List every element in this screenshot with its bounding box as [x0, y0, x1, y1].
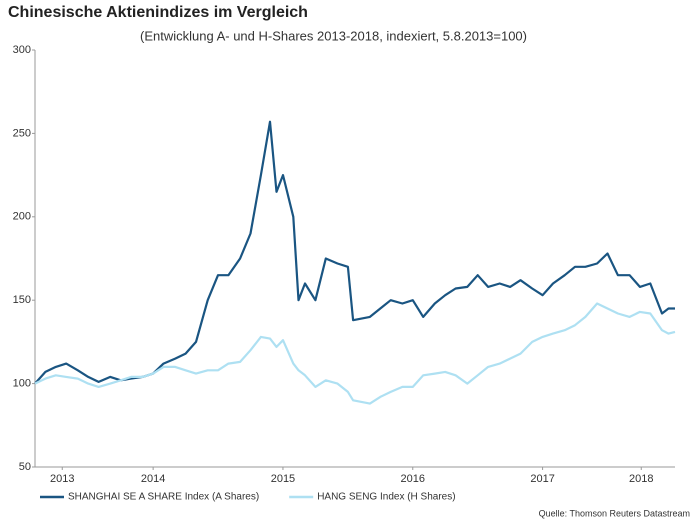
legend-label: HANG SENG Index (H Shares)	[317, 492, 455, 503]
y-tick-label: 100	[13, 378, 31, 390]
y-tick-label: 150	[13, 294, 31, 306]
x-tick-label: 2015	[271, 473, 295, 485]
y-tick-label: 200	[13, 211, 31, 223]
series-line	[34, 120, 675, 385]
y-tick-label: 300	[13, 44, 31, 56]
source: Quelle: Thomson Reuters Datastream	[539, 508, 690, 518]
x-tick-label: 2016	[401, 473, 425, 485]
y-tick-label: 50	[19, 461, 31, 473]
x-tick-label: 2013	[50, 473, 74, 485]
chart-subtitle: (Entwicklung A- und H-Shares 2013-2018, …	[140, 28, 527, 43]
x-tick-label: 2018	[629, 473, 653, 485]
series-line	[34, 302, 676, 405]
y-tick-label: 250	[13, 127, 31, 139]
x-tick-label: 2014	[141, 473, 165, 485]
x-tick-label: 2017	[530, 473, 554, 485]
legend-label: SHANGHAI SE A SHARE Index (A Shares)	[68, 492, 259, 503]
chart-title: Chinesische Aktienindizes im Vergleich	[8, 4, 308, 21]
